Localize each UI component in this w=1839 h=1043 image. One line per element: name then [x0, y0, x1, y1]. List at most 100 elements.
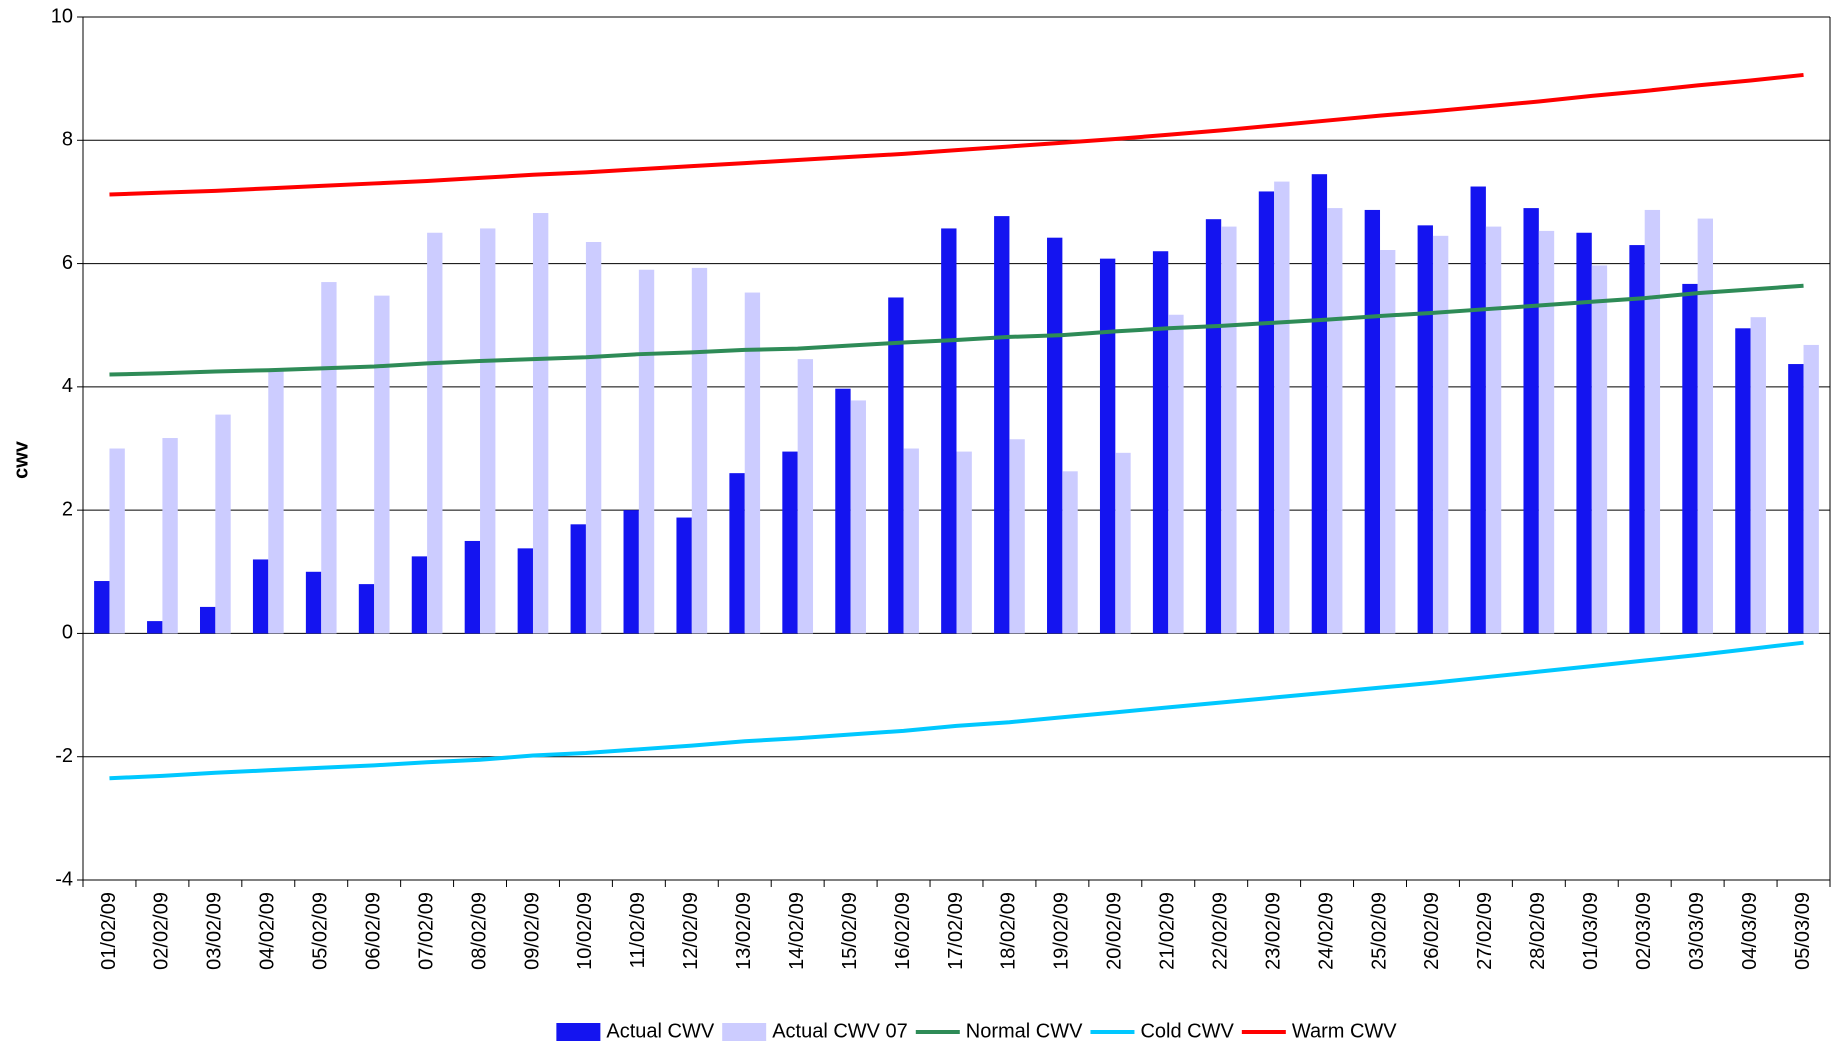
- bar: [464, 540, 481, 634]
- bar: [252, 559, 269, 634]
- bar: [729, 473, 745, 634]
- bar: [358, 584, 375, 634]
- bar: [1009, 439, 1025, 634]
- bar: [305, 571, 322, 634]
- bar: [888, 297, 904, 634]
- bar: [374, 295, 390, 634]
- x-tick-label: 05/02/09: [310, 892, 332, 970]
- bar: [585, 241, 602, 634]
- x-tick-label: 08/02/09: [468, 892, 490, 970]
- x-tick-label: 05/03/09: [1792, 892, 1814, 970]
- bar: [1327, 208, 1343, 634]
- y-tick-label: 10: [51, 5, 73, 27]
- x-tick-label: 09/02/09: [521, 892, 543, 970]
- x-tick-label: 12/02/09: [680, 892, 702, 970]
- bar: [1205, 219, 1222, 634]
- x-tick-label: 03/03/09: [1686, 892, 1708, 970]
- bar: [1644, 209, 1661, 634]
- x-tick-label: 25/02/09: [1368, 892, 1390, 970]
- x-tick-label: 27/02/09: [1474, 892, 1496, 970]
- x-tick-label: 24/02/09: [1315, 892, 1337, 970]
- bar: [517, 548, 533, 634]
- x-tick-label: 02/03/09: [1633, 892, 1655, 970]
- legend-swatch: [556, 1023, 601, 1041]
- x-tick-label: 03/02/09: [204, 892, 226, 970]
- x-tick-label: 14/02/09: [786, 892, 808, 970]
- bar: [638, 269, 655, 634]
- x-tick-label: 06/02/09: [362, 892, 384, 970]
- bar: [1485, 226, 1502, 634]
- line-series: [109, 283, 1804, 377]
- bar: [147, 621, 163, 634]
- bar: [1576, 232, 1592, 634]
- bar: [215, 414, 231, 634]
- bar: [268, 371, 284, 634]
- x-tick-label: 01/02/09: [98, 892, 120, 970]
- bar: [903, 448, 919, 634]
- bar: [1311, 174, 1328, 634]
- bar: [532, 213, 549, 634]
- bar: [1221, 226, 1237, 634]
- bar: [1591, 265, 1608, 634]
- y-tick-label: 6: [62, 252, 73, 274]
- bar: [1115, 452, 1131, 634]
- x-tick-label: 16/02/09: [892, 892, 914, 970]
- bar: [1750, 317, 1766, 634]
- x-tick-label: 07/02/09: [415, 892, 437, 970]
- bar: [321, 282, 337, 634]
- bar: [1803, 344, 1819, 634]
- bar: [1538, 230, 1555, 634]
- bar: [1682, 283, 1698, 634]
- bar: [1432, 235, 1449, 634]
- bar: [797, 359, 814, 634]
- bar: [1168, 314, 1184, 634]
- bar: [1417, 225, 1433, 634]
- bar: [941, 228, 957, 634]
- x-tick-label: 02/02/09: [151, 892, 173, 970]
- line-series: [109, 640, 1804, 781]
- y-tick-label: 8: [62, 129, 73, 151]
- bar: [411, 556, 428, 634]
- bar: [1099, 258, 1116, 634]
- x-tick-label: 28/02/09: [1527, 892, 1549, 970]
- y-tick-label: -2: [55, 745, 73, 767]
- legend-label: Cold CWV: [1140, 1020, 1234, 1042]
- bar: [1062, 471, 1078, 634]
- x-tick-label: 18/02/09: [998, 892, 1020, 970]
- legend-label: Warm CWV: [1292, 1020, 1397, 1042]
- x-tick-label: 04/03/09: [1739, 892, 1761, 970]
- bar: [94, 581, 110, 634]
- bar: [1152, 251, 1169, 634]
- x-tick-label: 13/02/09: [733, 892, 755, 970]
- bar: [1697, 218, 1714, 634]
- bar: [782, 451, 798, 634]
- legend-label: Actual CWV 07: [772, 1020, 908, 1042]
- bar: [1380, 250, 1396, 634]
- bar: [1047, 237, 1063, 634]
- y-tick-label: 4: [62, 375, 73, 397]
- bar: [956, 451, 972, 634]
- bar: [691, 267, 708, 634]
- x-tick-label: 11/02/09: [627, 892, 649, 968]
- bar: [480, 228, 496, 634]
- bar: [1629, 245, 1645, 634]
- bar: [199, 606, 216, 634]
- bar: [162, 438, 178, 634]
- y-tick-label: -4: [55, 868, 73, 890]
- line-series: [109, 72, 1804, 197]
- y-tick-label: 2: [62, 498, 73, 520]
- bar: [427, 232, 443, 634]
- bar: [1274, 181, 1290, 634]
- bar: [1470, 186, 1486, 634]
- bar: [1523, 208, 1539, 634]
- y-axis-label: cwv: [10, 440, 32, 479]
- x-tick-label: 01/03/09: [1580, 892, 1602, 970]
- bar: [850, 400, 866, 634]
- x-tick-label: 04/02/09: [257, 892, 279, 970]
- legend: Actual CWV Actual CWV 07 Normal CWV Cold CW…: [556, 1020, 1397, 1042]
- bar: [1364, 209, 1381, 634]
- x-tick-label: 17/02/09: [945, 892, 967, 970]
- bar: [994, 216, 1010, 634]
- x-tick-label: 26/02/09: [1421, 892, 1443, 970]
- bar: [676, 517, 692, 634]
